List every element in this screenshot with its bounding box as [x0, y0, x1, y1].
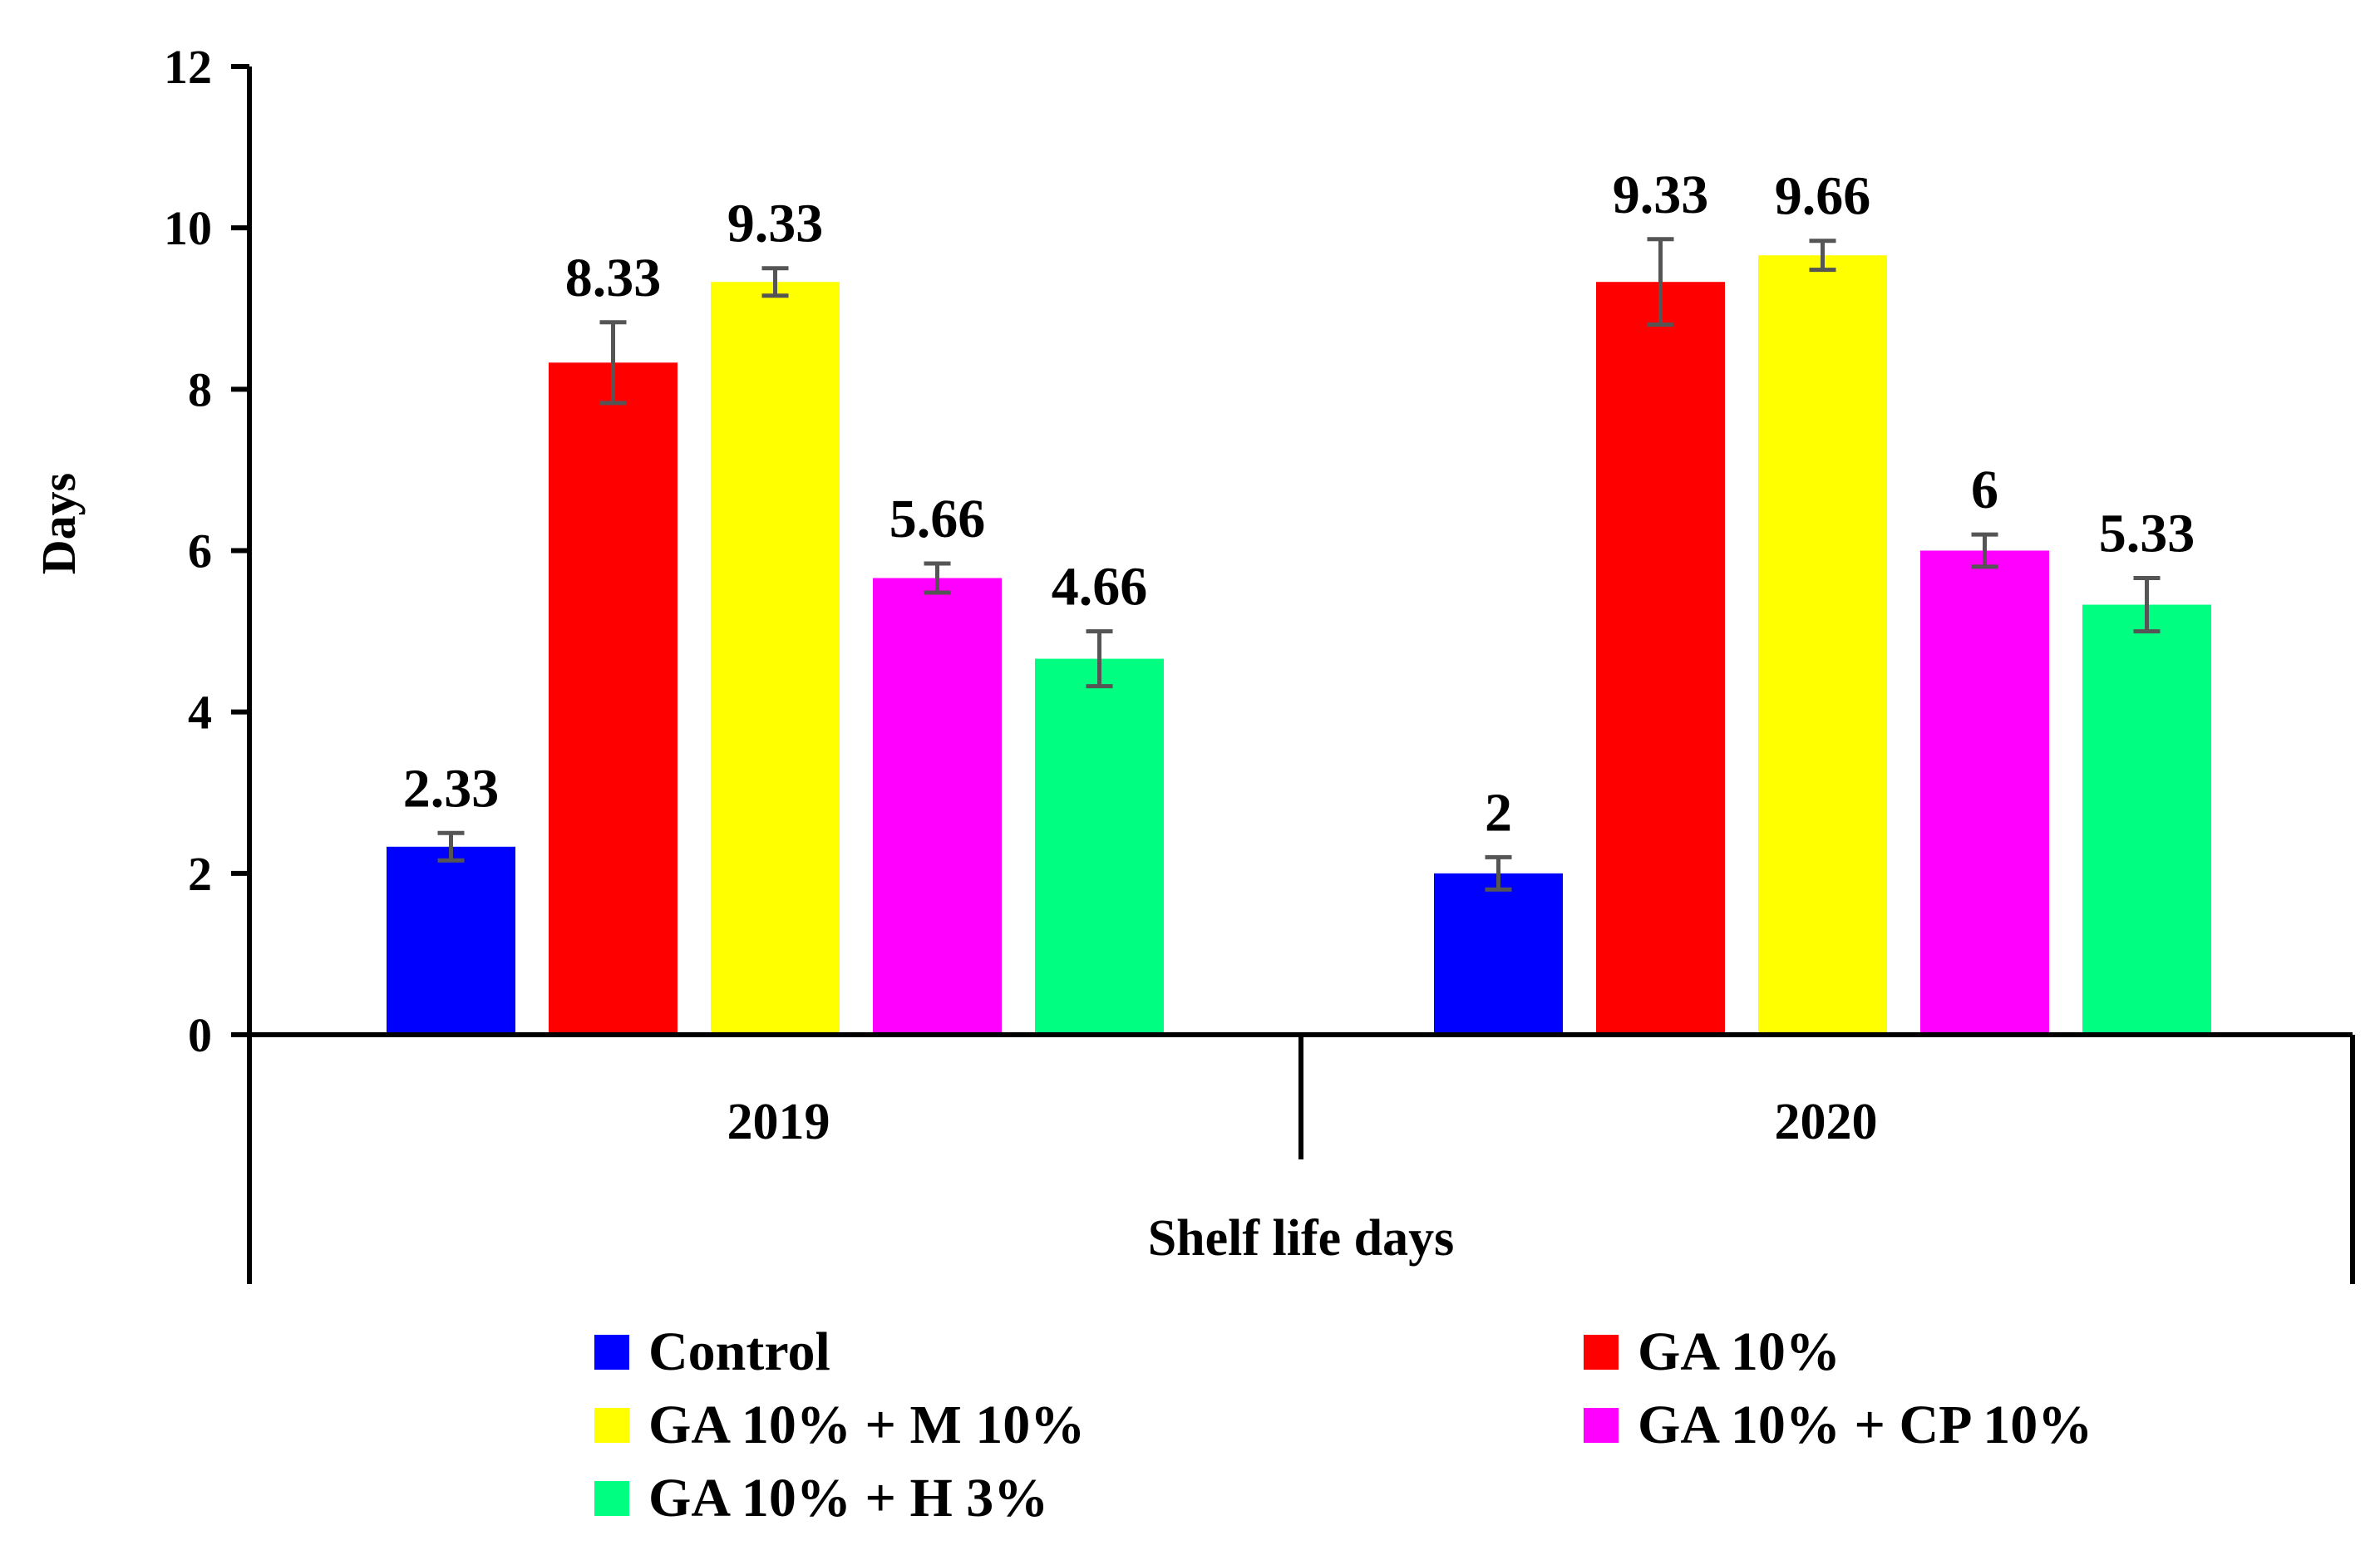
legend-label: GA 10% — [1638, 1321, 1840, 1382]
y-tick-label: 4 — [188, 686, 212, 740]
data-label: 2 — [1485, 782, 1512, 843]
data-label: 9.66 — [1775, 166, 1871, 227]
legend-label: GA 10% + M 10% — [648, 1395, 1085, 1455]
data-label: 2.33 — [403, 758, 500, 819]
bar — [873, 578, 1002, 1035]
bar — [1035, 658, 1164, 1035]
bar — [711, 282, 840, 1035]
y-tick-label: 0 — [188, 1008, 212, 1062]
data-label: 4.66 — [1052, 557, 1148, 618]
y-tick-label: 10 — [164, 201, 212, 255]
category-labels-layer: 2019 2020 — [727, 1094, 1878, 1150]
bar — [1596, 282, 1725, 1035]
data-label: 5.33 — [2099, 504, 2195, 564]
bar — [1920, 550, 2049, 1035]
y-axis-label: Days — [32, 473, 86, 574]
legend-swatch — [594, 1408, 629, 1443]
bar — [387, 846, 515, 1035]
legend-label: GA 10% + CP 10% — [1638, 1395, 2092, 1455]
legend-swatch — [1584, 1408, 1619, 1443]
category-label: 2020 — [1775, 1094, 1878, 1150]
bar — [1434, 873, 1563, 1035]
legend-item: GA 10% + CP 10% — [1584, 1395, 2092, 1455]
legend-item: GA 10% + H 3% — [594, 1468, 1048, 1528]
y-tick-label: 12 — [164, 40, 212, 94]
y-tick-label: 8 — [188, 362, 212, 416]
bar — [549, 362, 678, 1035]
data-label: 5.66 — [889, 489, 986, 549]
legend-item: GA 10% + M 10% — [594, 1395, 1085, 1455]
data-labels-layer: 2.33 8.33 9.33 5.66 4.66 2 9.33 9.66 6 5.33 — [403, 165, 2195, 844]
data-label: 9.33 — [1613, 165, 1709, 225]
legend-label: GA 10% + H 3% — [648, 1468, 1048, 1528]
legend-item: GA 10% — [1584, 1321, 1840, 1382]
error-bars-layer — [437, 237, 2161, 892]
data-label: 9.33 — [727, 194, 824, 254]
data-label: 8.33 — [565, 248, 662, 308]
bar — [1758, 255, 1887, 1035]
y-tick-label: 6 — [188, 524, 212, 578]
legend-label: Control — [648, 1321, 830, 1382]
legend-swatch — [594, 1481, 629, 1516]
y-ticks-layer: 0 2 4 6 8 10 12 — [164, 40, 249, 1062]
legend-swatch — [594, 1335, 629, 1370]
bars-layer — [387, 255, 2211, 1035]
y-tick-label: 2 — [188, 847, 212, 901]
legend-swatch — [1584, 1335, 1619, 1370]
data-label: 6 — [1971, 460, 1998, 520]
x-axis-label: Shelf life days — [1148, 1210, 1455, 1267]
legend-item: Control — [594, 1321, 830, 1382]
legend: Control GA 10% GA 10% + M 10% GA 10% + CP 1… — [594, 1321, 2092, 1528]
bar — [2082, 604, 2211, 1035]
category-label: 2019 — [727, 1094, 830, 1150]
